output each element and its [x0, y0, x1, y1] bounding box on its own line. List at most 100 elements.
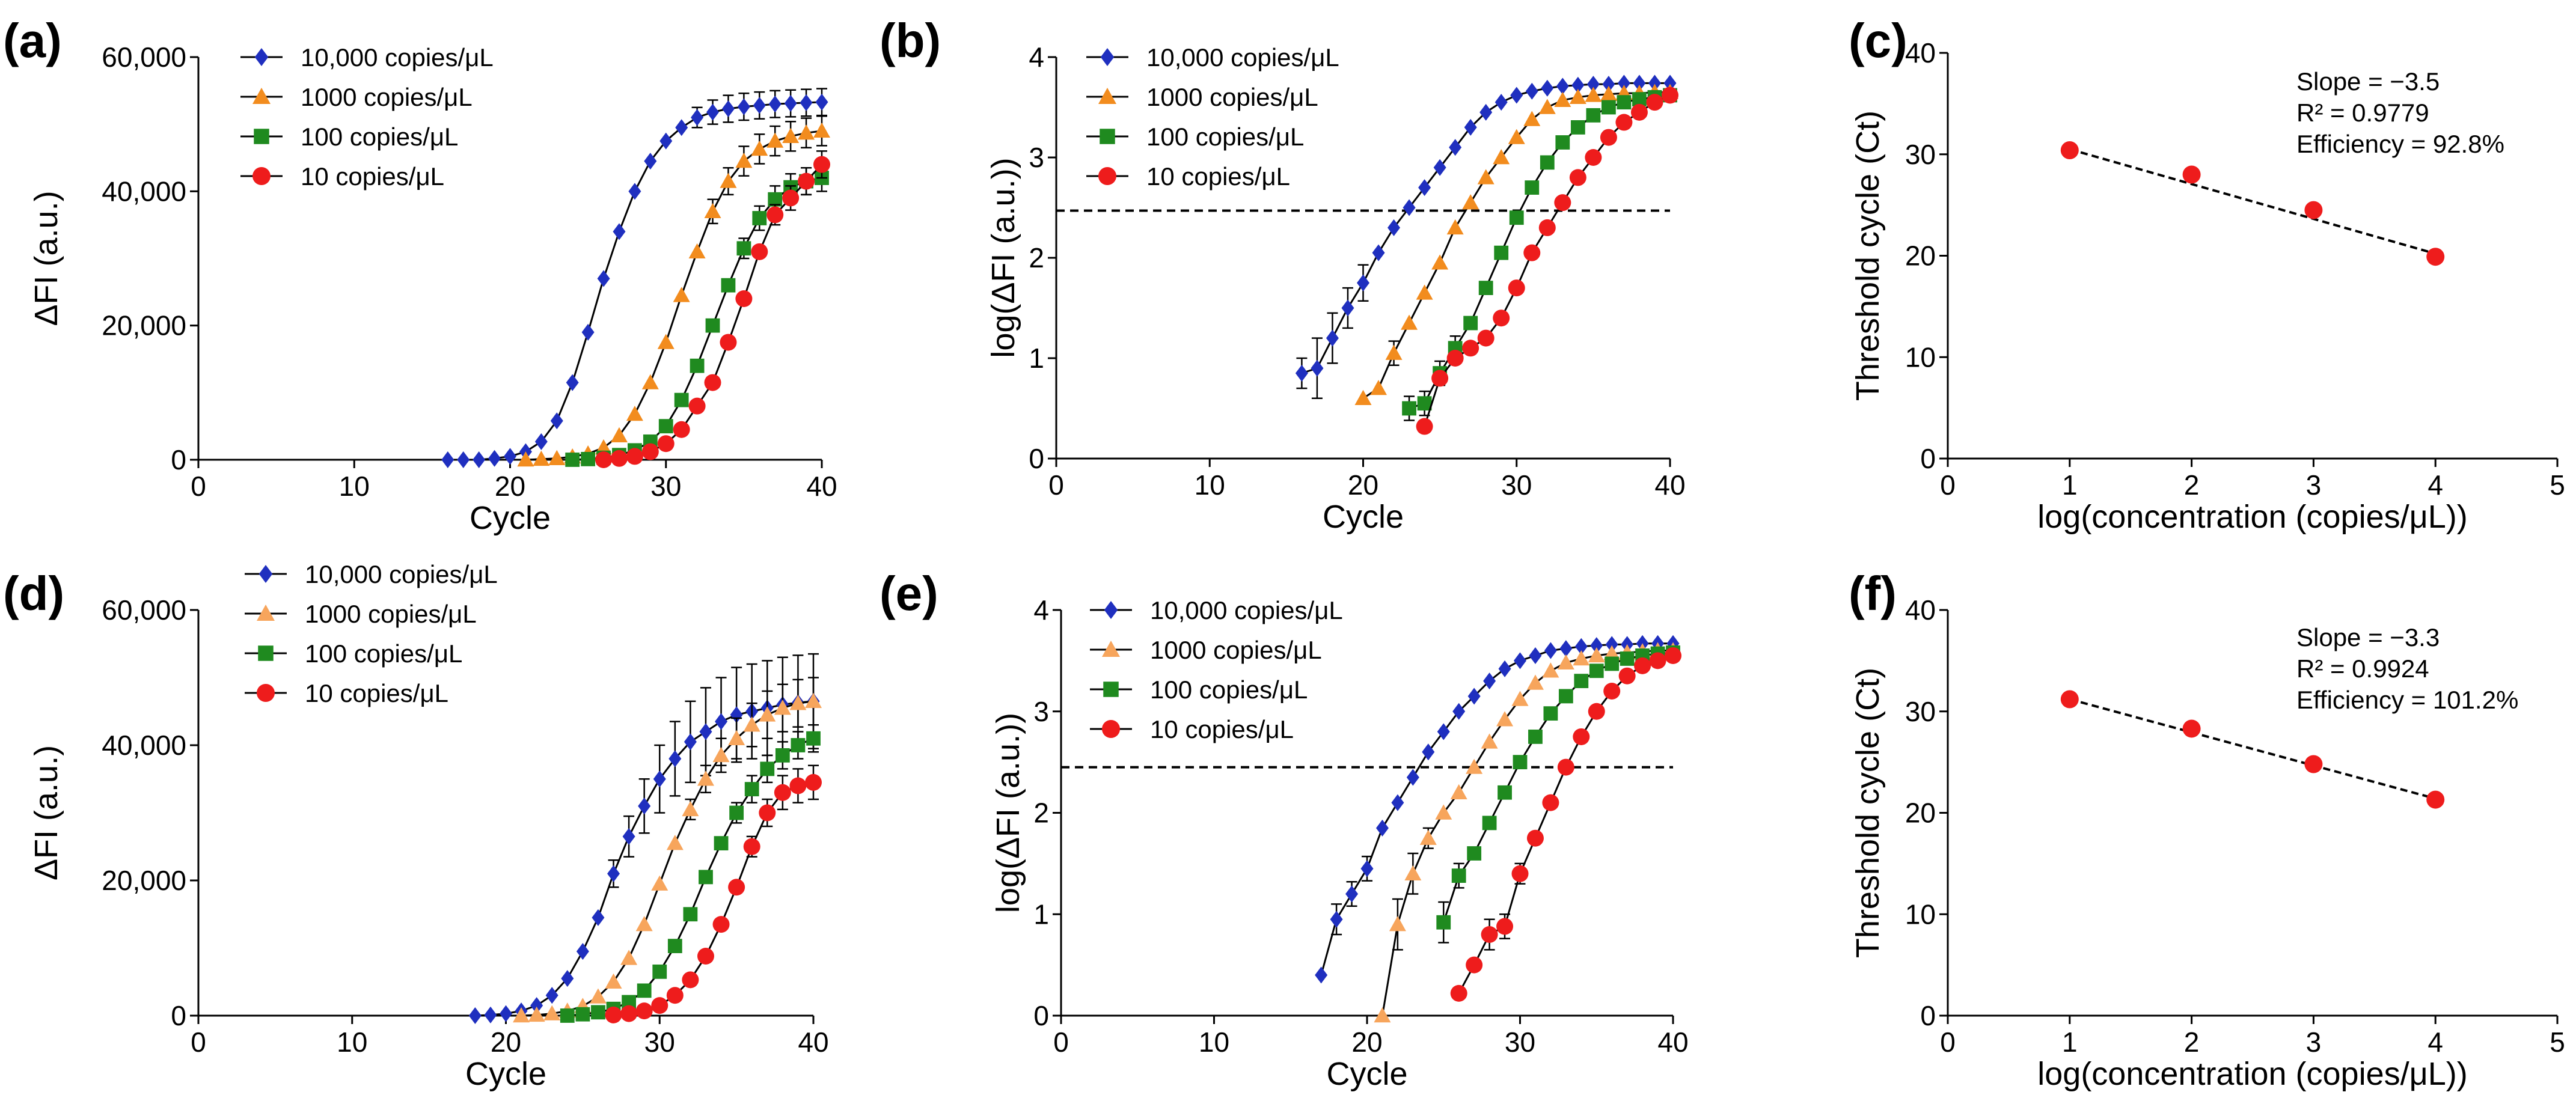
data-point	[1435, 804, 1452, 820]
x-tick-label: 3	[2306, 1026, 2322, 1058]
data-point	[735, 153, 753, 168]
data-point	[751, 140, 768, 156]
data-point	[628, 183, 641, 200]
data-point	[1585, 87, 1602, 102]
x-tick-label: 4	[2428, 469, 2443, 501]
data-point	[712, 916, 730, 933]
data-point	[1605, 636, 1618, 653]
data-point	[813, 156, 830, 173]
y-tick-label: 10	[1905, 898, 1936, 930]
data-point	[1450, 784, 1467, 799]
x-tick-label: 20	[495, 471, 525, 502]
data-point	[1417, 396, 1432, 411]
data-point	[744, 782, 759, 797]
data-point	[626, 448, 643, 465]
data-point	[1370, 380, 1387, 395]
series-1000_e	[513, 677, 822, 1023]
data-point	[561, 970, 574, 987]
data-point	[1573, 728, 1590, 745]
x-tick-label: 5	[2550, 469, 2565, 501]
data-point	[1389, 916, 1406, 932]
legend: 10,000 copies/μL 1000 copies/μL 100 copies…	[1086, 43, 1339, 191]
data-point	[1451, 868, 1466, 883]
panel-label: (d)	[3, 567, 64, 620]
data-point	[1406, 769, 1419, 786]
data-point	[2182, 165, 2201, 184]
y-tick-label: 40,000	[102, 730, 186, 761]
data-point	[1477, 169, 1495, 184]
data-point	[534, 433, 548, 450]
data-point	[1431, 254, 1449, 270]
panel-e: (e) 0 10 20 30 40 0 1 2 3 4 Cycle log(ΔFI (a.u.)) 10,…	[880, 567, 1689, 1092]
data-point	[597, 270, 610, 287]
data-point	[1648, 75, 1661, 92]
data-point	[1603, 645, 1621, 660]
data-point	[1602, 100, 1616, 115]
data-point	[712, 746, 730, 763]
data-point	[254, 48, 269, 66]
data-point	[257, 684, 275, 702]
x-tick-label: 30	[650, 471, 681, 502]
data-point	[1102, 641, 1120, 657]
y-tick-label: 60,000	[102, 41, 186, 73]
legend-label: 10,000 copies/μL	[305, 560, 498, 588]
series-100	[1436, 645, 1680, 944]
series-line	[521, 700, 814, 1017]
series-line	[475, 700, 814, 1017]
data-point	[1600, 85, 1617, 101]
data-point	[729, 805, 744, 820]
legend-label: 10,000 copies/μL	[1146, 43, 1339, 72]
data-point	[2304, 755, 2323, 773]
data-point	[1450, 984, 1467, 1002]
data-point	[1462, 194, 1479, 210]
data-point	[1374, 1007, 1391, 1023]
legend: 10,000 copies/μL 1000 copies/μL 100 copies…	[1090, 596, 1343, 743]
data-point	[565, 453, 580, 467]
data-point	[610, 427, 628, 442]
data-point	[581, 451, 596, 466]
data-point	[651, 875, 668, 891]
data-point	[1589, 663, 1604, 678]
data-point	[759, 706, 776, 722]
data-point	[1544, 642, 1557, 659]
x-tick-label: 10	[1195, 469, 1225, 501]
y-tick-label: 0	[1029, 443, 1044, 474]
data-point	[605, 973, 622, 989]
data-point	[782, 127, 800, 143]
series-10	[605, 764, 822, 1023]
x-axis-title: log(concentration (copies/μL))	[2037, 1056, 2467, 1092]
data-point	[1098, 167, 1116, 185]
y-axis-title: ΔFI (a.u.)	[28, 745, 64, 880]
fit-annotation: Slope = −3.5	[2296, 67, 2440, 96]
data-point	[1558, 689, 1573, 704]
data-point	[605, 1006, 622, 1023]
x-tick-label: 5	[2550, 1026, 2565, 1058]
data-point	[1446, 219, 1464, 235]
data-point	[1570, 120, 1585, 135]
data-point	[589, 988, 607, 1004]
y-tick-label: 10	[1905, 341, 1936, 373]
data-point	[1649, 652, 1666, 669]
data-point	[1452, 703, 1466, 720]
data-point	[1446, 350, 1464, 367]
data-point	[666, 987, 684, 1004]
series-10	[1416, 87, 1678, 435]
x-tick-label: 20	[1348, 469, 1378, 501]
data-point	[1431, 370, 1449, 387]
data-point	[674, 392, 689, 407]
data-point	[1100, 48, 1115, 66]
data-point	[513, 1007, 530, 1023]
y-axis-title: Threshold cycle (Ct)	[1850, 668, 1886, 958]
data-point	[682, 800, 699, 817]
data-point	[607, 865, 620, 882]
data-point	[1523, 111, 1541, 126]
data-point	[743, 838, 760, 855]
data-point	[1665, 647, 1681, 664]
data-point	[728, 730, 745, 745]
data-point	[622, 995, 636, 1010]
data-point	[1385, 344, 1403, 360]
series-line	[572, 177, 822, 461]
data-point	[657, 435, 675, 453]
data-point	[1100, 129, 1115, 144]
data-point	[2182, 719, 2201, 738]
